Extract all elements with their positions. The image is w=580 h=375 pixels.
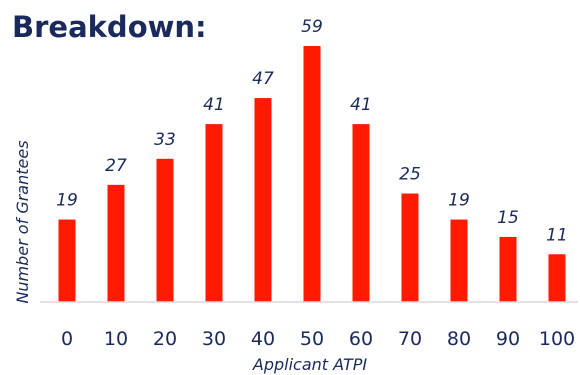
x-tick-0: 0 bbox=[61, 328, 73, 350]
value-label-20: 33 bbox=[154, 130, 176, 150]
value-label-0: 19 bbox=[56, 191, 78, 211]
bar-0 bbox=[58, 219, 76, 302]
bar-30 bbox=[205, 124, 223, 303]
value-label-100: 11 bbox=[546, 225, 568, 245]
x-tick-50: 50 bbox=[300, 328, 324, 350]
value-label-90: 15 bbox=[497, 208, 519, 228]
x-tick-labels-group: 0 10 20 30 40 50 60 70 80 90 100 bbox=[61, 328, 575, 350]
x-tick-10: 10 bbox=[104, 328, 128, 350]
value-label-30: 41 bbox=[203, 95, 225, 115]
x-tick-90: 90 bbox=[496, 328, 520, 350]
chart-title: Breakdown: bbox=[12, 10, 207, 44]
x-tick-100: 100 bbox=[539, 328, 575, 350]
y-axis-label: Number of Grantees bbox=[13, 140, 32, 303]
x-tick-80: 80 bbox=[447, 328, 471, 350]
value-label-50: 59 bbox=[301, 17, 323, 37]
value-label-80: 19 bbox=[448, 191, 470, 211]
bar-50 bbox=[303, 46, 321, 302]
bar-20 bbox=[156, 158, 174, 302]
bar-40 bbox=[254, 98, 272, 302]
value-labels-group: 19 27 33 41 47 59 41 25 19 15 11 bbox=[56, 17, 568, 245]
bar-90 bbox=[499, 236, 517, 302]
bar-10 bbox=[107, 184, 125, 302]
bar-100 bbox=[548, 254, 566, 302]
x-tick-20: 20 bbox=[153, 328, 177, 350]
bar-70 bbox=[401, 193, 419, 302]
value-label-40: 47 bbox=[252, 69, 274, 89]
x-tick-60: 60 bbox=[349, 328, 373, 350]
bars-group bbox=[58, 46, 566, 303]
value-label-70: 25 bbox=[399, 165, 421, 185]
bar-80 bbox=[450, 219, 468, 302]
x-tick-70: 70 bbox=[398, 328, 422, 350]
x-axis-label: Applicant ATPI bbox=[252, 355, 367, 374]
x-tick-30: 30 bbox=[202, 328, 226, 350]
value-label-60: 41 bbox=[350, 95, 372, 115]
value-label-10: 27 bbox=[105, 156, 127, 176]
x-tick-40: 40 bbox=[251, 328, 275, 350]
bar-60 bbox=[352, 124, 370, 303]
